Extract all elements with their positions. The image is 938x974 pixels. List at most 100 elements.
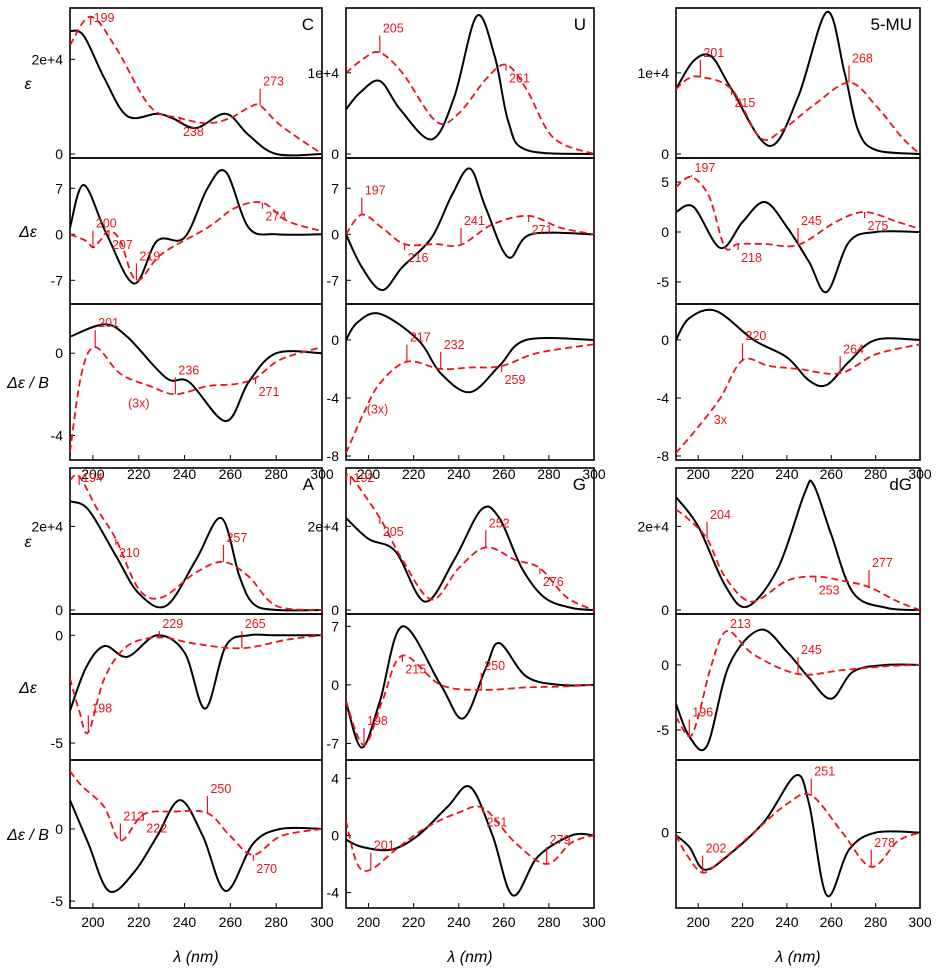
y-tick-label: 0 — [55, 821, 63, 837]
absorption-series-line — [346, 167, 594, 292]
plot-frame — [675, 613, 921, 761]
panel-label: 5-MU — [870, 15, 912, 34]
x-tick-label: 260 — [820, 914, 844, 930]
peak-annotation: 252 — [489, 516, 510, 530]
y-tick-label: 0 — [661, 224, 669, 240]
x-tick-label: 240 — [173, 466, 197, 482]
y-tick-label: -7 — [327, 272, 340, 288]
peak-annotation: 199 — [94, 11, 115, 25]
x-tick-label: 240 — [775, 466, 799, 482]
peak-annotation: 215 — [734, 96, 755, 110]
absorption-series-line — [676, 479, 920, 611]
peak-annotation: 192 — [354, 471, 375, 485]
absorption-series-line — [70, 799, 322, 893]
y-tick-label: 4 — [331, 770, 339, 786]
plot-frame — [69, 303, 323, 461]
cd-series-line — [70, 346, 322, 453]
cd-series-line — [346, 654, 594, 747]
cd-series-line — [346, 805, 594, 872]
peak-annotation: 207 — [112, 238, 133, 252]
peak-annotation: 279 — [550, 833, 571, 847]
y-tick-label: 0 — [331, 827, 339, 843]
y-tick-label: -8 — [327, 448, 340, 464]
y-axis-label: Δε / B — [6, 827, 49, 844]
y-tick-label: 0 — [55, 226, 63, 242]
y-tick-label: 1e+4 — [307, 65, 339, 81]
scale-factor-label: (3x) — [367, 403, 389, 417]
absorption-series-line — [346, 625, 594, 749]
cd-series-line — [70, 770, 322, 856]
x-tick-label: 200 — [357, 914, 381, 930]
peak-annotation: 213 — [730, 617, 751, 631]
y-tick-label: 2e+4 — [307, 518, 339, 534]
peak-annotation: 270 — [256, 862, 277, 876]
peak-annotation: 241 — [464, 214, 485, 228]
cd-series-line — [676, 343, 920, 454]
y-tick-label: -5 — [51, 735, 64, 751]
x-tick-label: 260 — [492, 466, 516, 482]
x-tick-label: 280 — [265, 914, 289, 930]
x-tick-label: 220 — [402, 466, 426, 482]
y-axis-label: Δε — [18, 680, 38, 697]
panel-a: 0 2e+4ε 194 210 257 A -5 0 Δε 198 229 265 -5 0 Δε / B 2… — [6, 467, 334, 966]
peak-annotation: 222 — [146, 822, 167, 836]
panel-c: 0 2e+4 ε 199 238 273 C -7 0 7 Δε 200 207 219 274 -4 0 Δε … — [6, 7, 334, 482]
y-tick-label: 0 — [331, 332, 339, 348]
peak-annotation: 229 — [162, 617, 183, 631]
peak-annotation: 265 — [245, 617, 266, 631]
peak-annotation: 250 — [484, 659, 505, 673]
plot-frame — [345, 303, 595, 461]
x-axis-label: λ (nm) — [446, 949, 492, 966]
x-tick-label: 260 — [219, 914, 243, 930]
peak-annotation: 251 — [487, 815, 508, 829]
scale-factor-label: 3x — [714, 413, 728, 427]
peak-annotation: 210 — [119, 546, 140, 560]
peak-annotation: 245 — [801, 643, 822, 657]
x-tick-label: 220 — [127, 914, 151, 930]
x-tick-label: 300 — [582, 914, 606, 930]
cd-series-line — [676, 508, 920, 611]
x-tick-label: 220 — [731, 914, 755, 930]
y-tick-label: -5 — [657, 722, 670, 738]
plot-frame — [675, 759, 921, 909]
peak-annotation: 238 — [183, 125, 204, 139]
x-axis-label: λ (nm) — [774, 949, 820, 966]
y-tick-label: 0 — [55, 345, 63, 361]
cd-series-line — [346, 473, 594, 611]
peak-annotation: 264 — [843, 342, 864, 356]
panel-label: C — [302, 15, 314, 34]
y-tick-label: 0 — [55, 146, 63, 162]
peak-annotation: 276 — [543, 575, 564, 589]
peak-annotation: 212 — [123, 809, 144, 823]
y-tick-label: 1e+4 — [637, 65, 669, 81]
y-tick-label: 0 — [661, 657, 669, 673]
cd-series-line — [346, 213, 594, 248]
y-tick-label: -5 — [657, 274, 670, 290]
y-axis-label: ε — [24, 534, 32, 551]
y-tick-label: -7 — [327, 735, 340, 751]
x-tick-label: 200 — [687, 914, 711, 930]
cd-series-line — [676, 75, 920, 155]
plot-frame — [345, 759, 595, 909]
x-tick-label: 200 — [81, 466, 105, 482]
y-tick-label: 0 — [661, 825, 669, 841]
cd-series-line — [70, 15, 322, 155]
x-tick-label: 240 — [775, 914, 799, 930]
cd-series-line — [676, 630, 920, 738]
x-tick-label: 300 — [908, 914, 932, 930]
panel-dg: 0 2e+4 204 253 277 dG -5 0 196 213 245 0 202 251 278 20… — [637, 467, 932, 966]
y-axis-label: Δε — [18, 224, 38, 241]
peak-annotation: 261 — [509, 72, 530, 86]
peak-annotation: 194 — [82, 471, 103, 485]
absorption-series-line — [70, 500, 322, 612]
peak-annotation: 196 — [692, 705, 713, 719]
peak-annotation: 268 — [852, 52, 873, 66]
peak-annotation: 215 — [405, 663, 426, 677]
cd-series-line — [70, 634, 322, 735]
x-tick-label: 200 — [81, 914, 105, 930]
x-tick-label: 220 — [731, 466, 755, 482]
peak-annotation: 271 — [532, 223, 553, 237]
x-tick-label: 240 — [173, 914, 197, 930]
peak-annotation: 200 — [96, 216, 117, 230]
panel-u: 0 1e+4 205 261 U -7 0 7 197 216 241 271 -8 -4 0 217 (3x)… — [307, 7, 606, 482]
